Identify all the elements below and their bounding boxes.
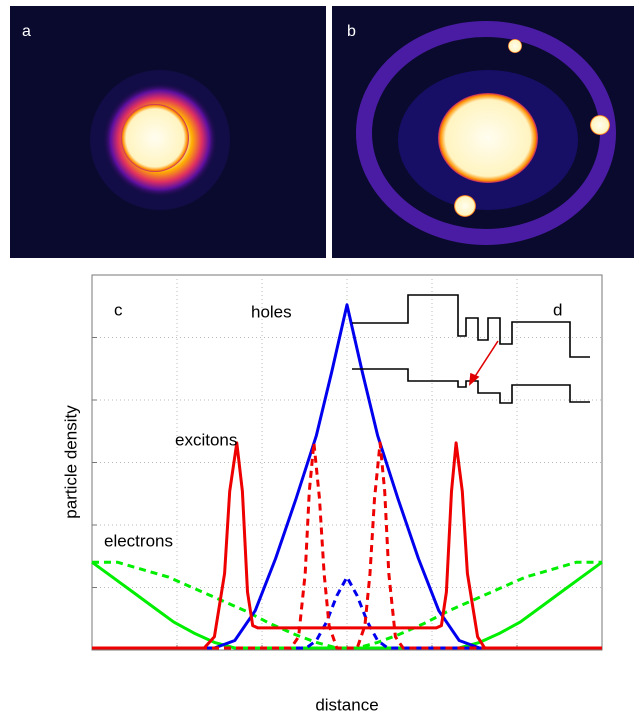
x-axis-label: distance [315, 695, 378, 714]
annotation: excitons [175, 430, 237, 449]
y-axis-label: particle density [61, 405, 80, 519]
series-line [92, 441, 602, 650]
panel-label: c [114, 300, 123, 319]
image-b [332, 6, 634, 258]
annotation: electrons [104, 531, 173, 550]
series-line [92, 441, 602, 650]
panel-label: a [22, 23, 31, 40]
series-line [92, 303, 602, 650]
curves [91, 303, 603, 650]
panel-label: b [347, 23, 356, 40]
series-line [92, 575, 602, 650]
image-a [10, 6, 326, 258]
panel-label: d [553, 300, 562, 319]
inset-d [352, 294, 590, 404]
annotation: holes [251, 302, 292, 321]
series-line [92, 560, 602, 650]
